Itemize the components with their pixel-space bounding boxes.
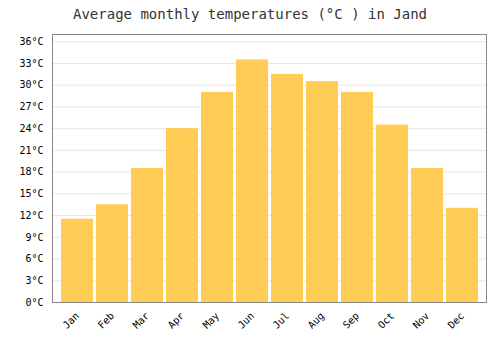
svg-text:0°C: 0°C bbox=[25, 297, 43, 308]
svg-text:Feb: Feb bbox=[96, 310, 117, 331]
svg-text:Nov: Nov bbox=[411, 310, 432, 331]
svg-text:9°C: 9°C bbox=[25, 232, 43, 243]
svg-text:21°C: 21°C bbox=[19, 145, 43, 156]
svg-text:May: May bbox=[201, 310, 222, 331]
svg-text:Dec: Dec bbox=[446, 310, 467, 331]
svg-text:Sep: Sep bbox=[341, 310, 362, 331]
svg-text:Jan: Jan bbox=[61, 310, 82, 331]
svg-text:15°C: 15°C bbox=[19, 188, 43, 199]
svg-text:36°C: 36°C bbox=[19, 36, 43, 47]
svg-text:12°C: 12°C bbox=[19, 210, 43, 221]
svg-text:18°C: 18°C bbox=[19, 166, 43, 177]
svg-text:24°C: 24°C bbox=[19, 123, 43, 134]
svg-text:Jul: Jul bbox=[271, 310, 292, 331]
svg-text:Oct: Oct bbox=[376, 310, 397, 331]
svg-text:30°C: 30°C bbox=[19, 79, 43, 90]
svg-text:33°C: 33°C bbox=[19, 58, 43, 69]
svg-text:27°C: 27°C bbox=[19, 101, 43, 112]
svg-text:3°C: 3°C bbox=[25, 275, 43, 286]
svg-text:6°C: 6°C bbox=[25, 253, 43, 264]
html-text:Average monthly temperatures (: Average monthly temperatures (°C ) in Ja… bbox=[73, 6, 427, 22]
svg-text:Jun: Jun bbox=[236, 310, 257, 331]
svg-text:Apr: Apr bbox=[166, 310, 187, 331]
svg-text:Aug: Aug bbox=[306, 310, 327, 331]
svg-text:Mar: Mar bbox=[131, 310, 152, 331]
